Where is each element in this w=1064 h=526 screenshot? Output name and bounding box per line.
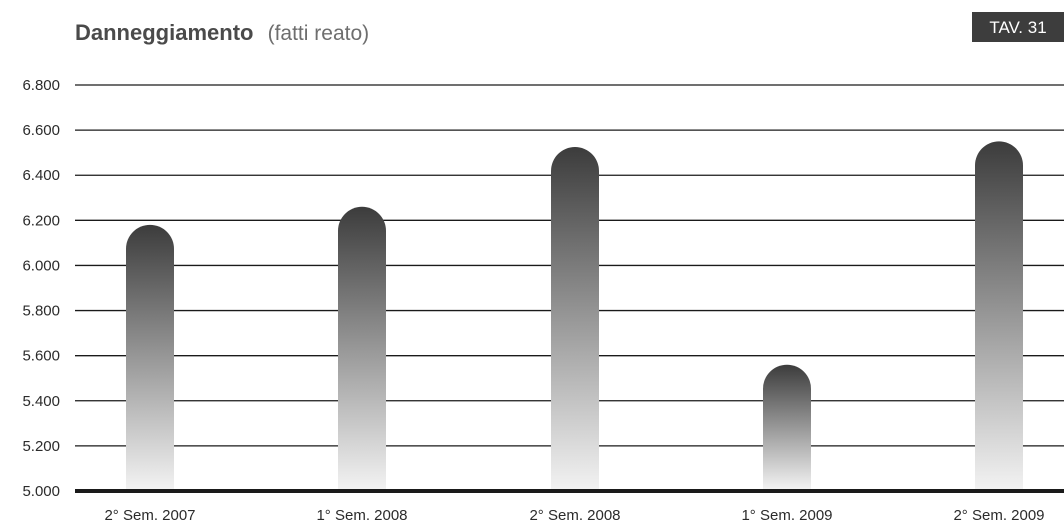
- x-category-label: 2° Sem. 2007: [104, 507, 195, 524]
- bar: [763, 364, 811, 489]
- y-tick-label: 6.400: [22, 167, 60, 184]
- x-category-label: 1° Sem. 2009: [741, 507, 832, 524]
- x-category-label: 1° Sem. 2008: [316, 507, 407, 524]
- chart-title-line: Danneggiamento (fatti reato): [75, 20, 369, 45]
- table-badge: TAV. 31: [972, 12, 1064, 42]
- bars: [126, 141, 1023, 490]
- x-category-label: 2° Sem. 2008: [529, 507, 620, 524]
- y-tick-label: 5.200: [22, 438, 60, 455]
- y-tick-label: 5.600: [22, 348, 60, 365]
- x-category-label: 2° Sem. 2009: [953, 507, 1044, 524]
- table-badge-label: TAV. 31: [989, 18, 1046, 37]
- y-tick-label: 6.800: [22, 77, 60, 94]
- y-axis-ticks: 6.800 6.600 6.400 6.200 6.000 5.800 5.600 5.400…: [22, 77, 60, 500]
- y-tick-label: 6.200: [22, 212, 60, 229]
- bar: [338, 206, 386, 490]
- y-tick-label: 6.000: [22, 257, 60, 274]
- bar: [975, 141, 1023, 489]
- y-tick-label: 5.800: [22, 303, 60, 320]
- y-tick-label: 6.600: [22, 122, 60, 139]
- x-axis-labels: 2° Sem. 2007 1° Sem. 2008 2° Sem. 2008 1° S…: [104, 507, 1044, 524]
- bar: [551, 147, 599, 489]
- chart-title: Danneggiamento: [75, 20, 253, 45]
- y-tick-label: 5.000: [22, 483, 60, 500]
- y-tick-label: 5.400: [22, 393, 60, 410]
- bar: [126, 224, 174, 489]
- chart-subtitle: (fatti reato): [268, 22, 370, 45]
